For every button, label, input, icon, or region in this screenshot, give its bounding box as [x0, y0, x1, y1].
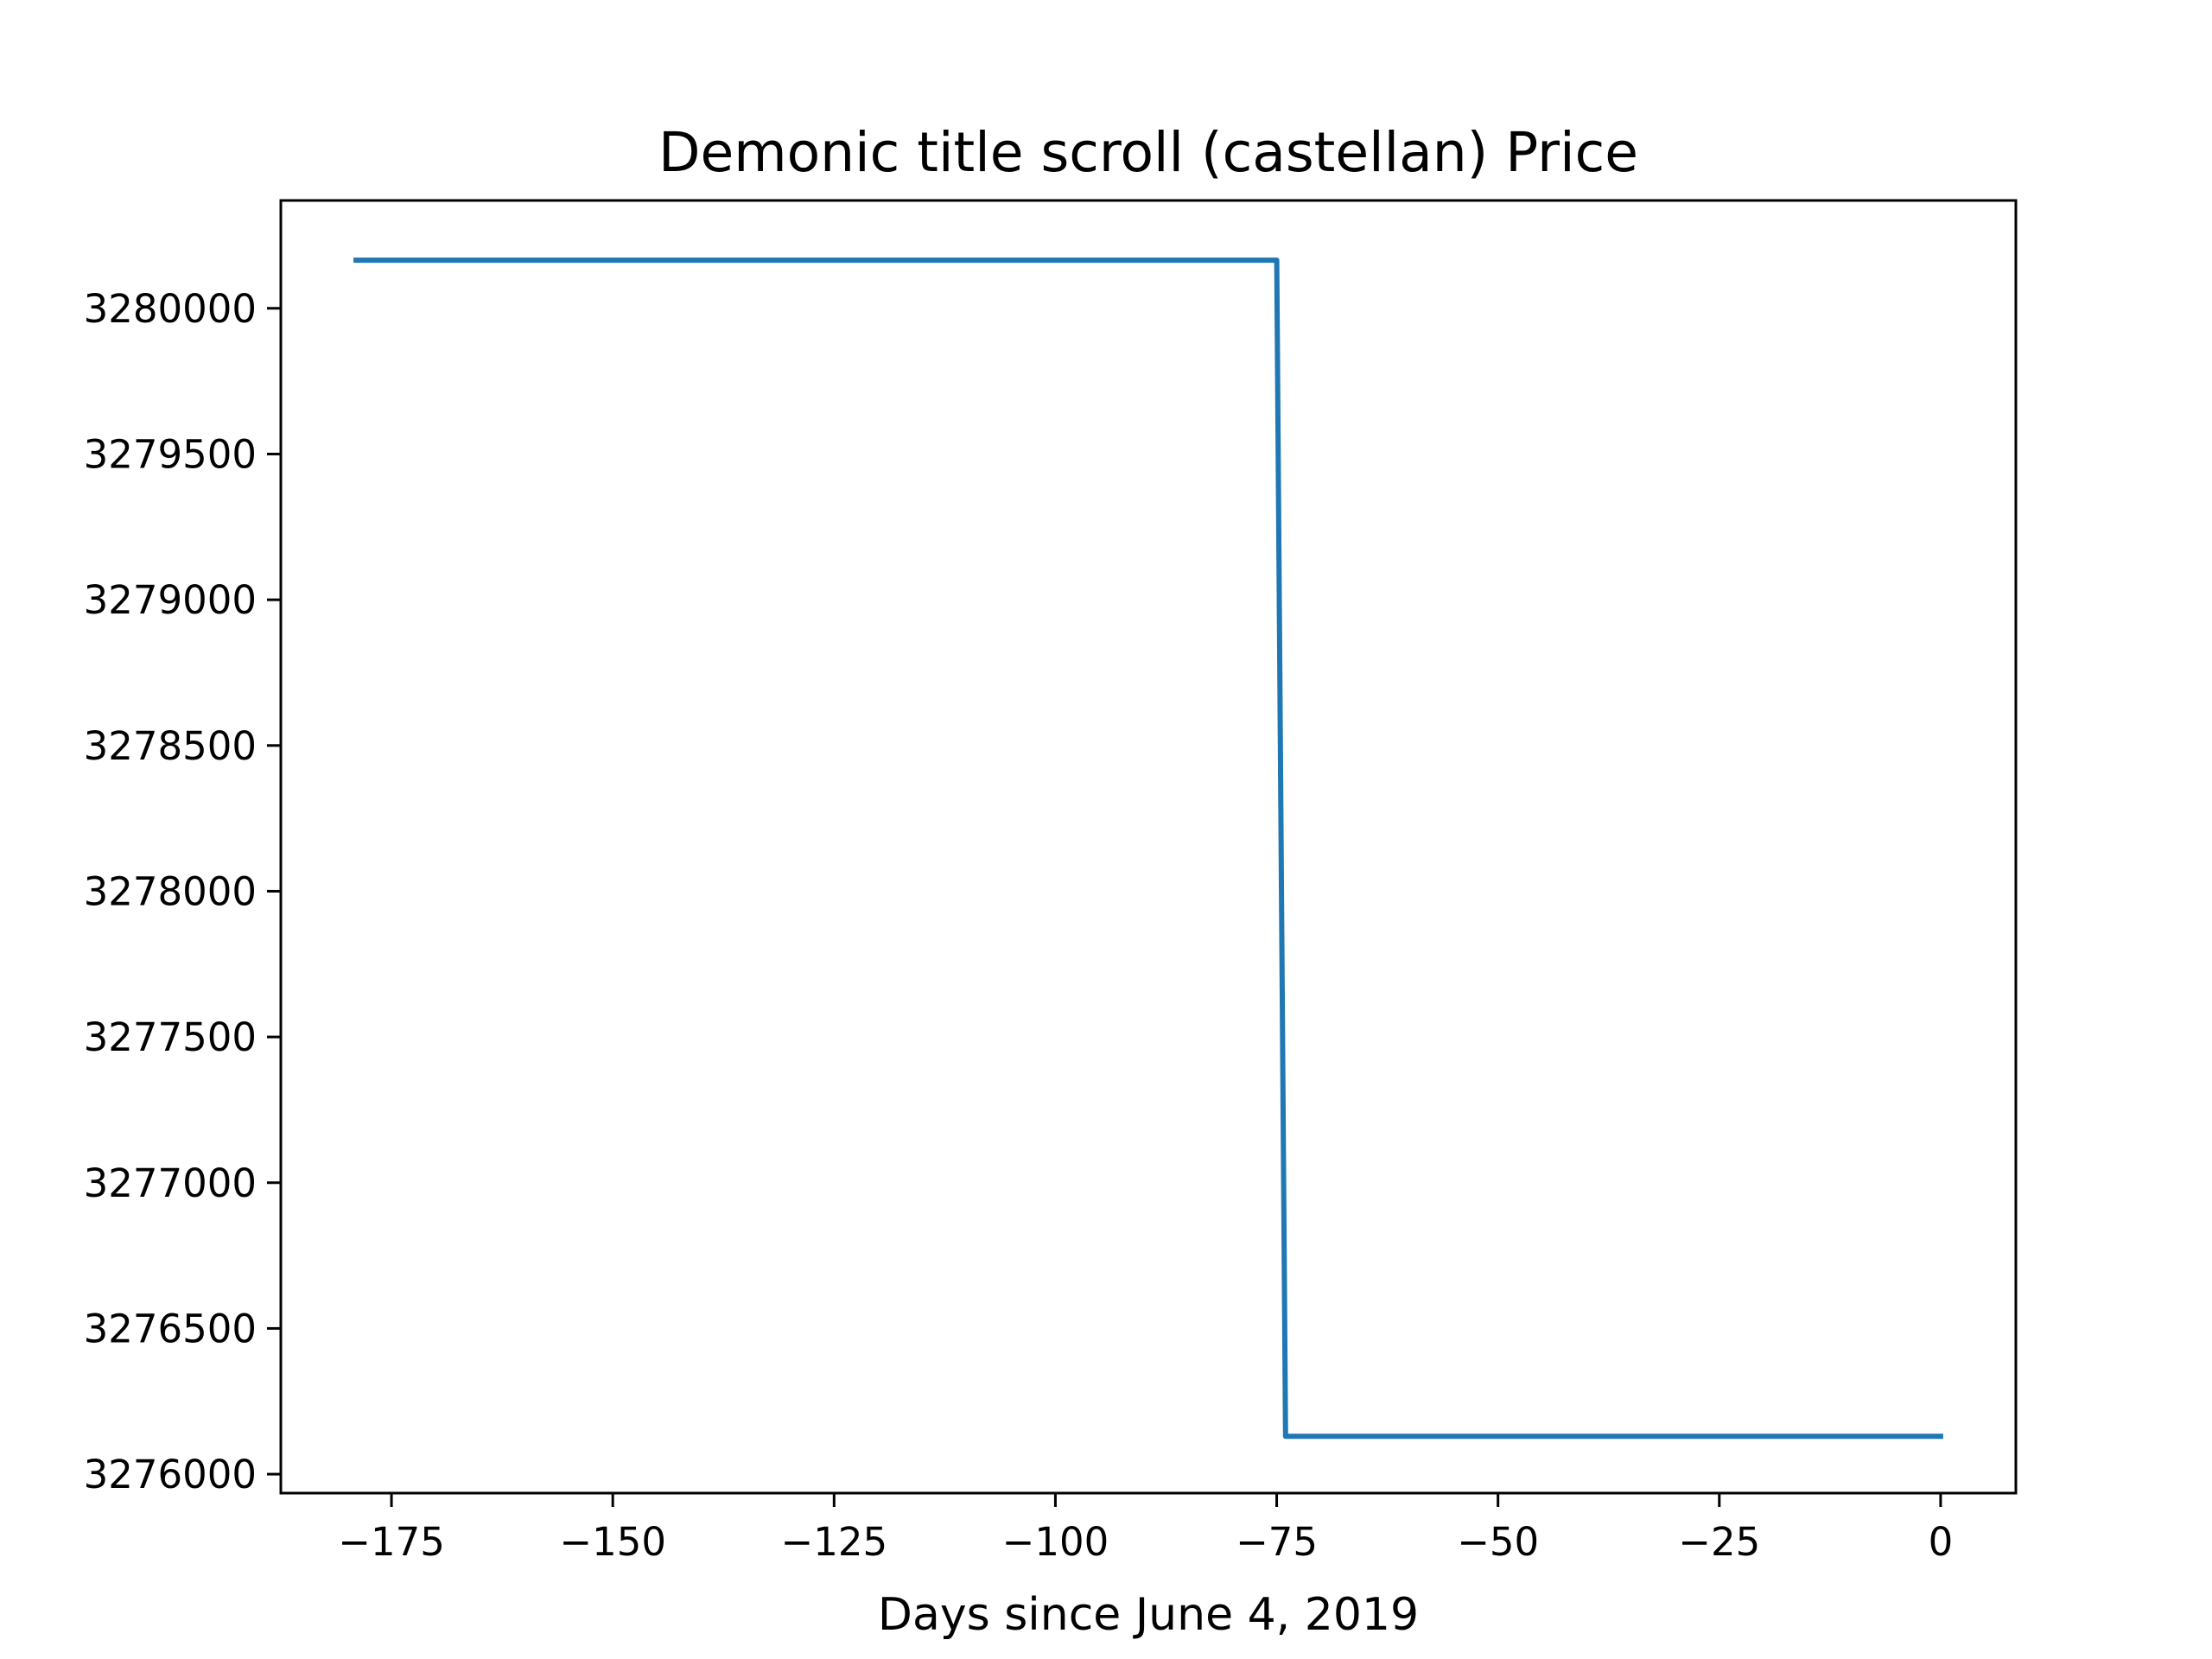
x-tick-label: 0	[1929, 1519, 1954, 1565]
y-tick-label: 3280000	[84, 286, 257, 332]
x-axis: −175 −150 −125 −100 −75 −50 −25 0	[338, 1493, 1953, 1565]
x-tick-label: −50	[1457, 1519, 1539, 1565]
plot-area	[353, 257, 1943, 1440]
x-tick-label: −150	[559, 1519, 666, 1565]
axes-frame	[279, 199, 2018, 1495]
y-tick-label: 3276500	[84, 1306, 257, 1351]
y-tick-label: 3278500	[84, 723, 257, 769]
chart-title: Demonic title scroll (castellan) Price	[658, 121, 1638, 184]
x-tick-label: −125	[781, 1519, 888, 1565]
x-axis-label: Days since June 4, 2019	[878, 1589, 1419, 1641]
y-tick-label: 3279500	[84, 431, 257, 477]
y-tick-label: 3279000	[84, 577, 257, 623]
series-line-0	[353, 257, 1943, 1440]
y-tick-label: 3278000	[84, 868, 257, 914]
x-tick-label: −175	[338, 1519, 445, 1565]
x-tick-label: −75	[1236, 1519, 1318, 1565]
y-axis: 3276000 3276500 3277000 3277500 3278000 32785…	[84, 286, 281, 1497]
y-tick-label: 3277000	[84, 1160, 257, 1206]
x-tick-label: −100	[1002, 1519, 1109, 1565]
y-tick-label: 3276000	[84, 1452, 257, 1497]
x-tick-label: −25	[1678, 1519, 1760, 1565]
y-tick-label: 3277500	[84, 1014, 257, 1060]
